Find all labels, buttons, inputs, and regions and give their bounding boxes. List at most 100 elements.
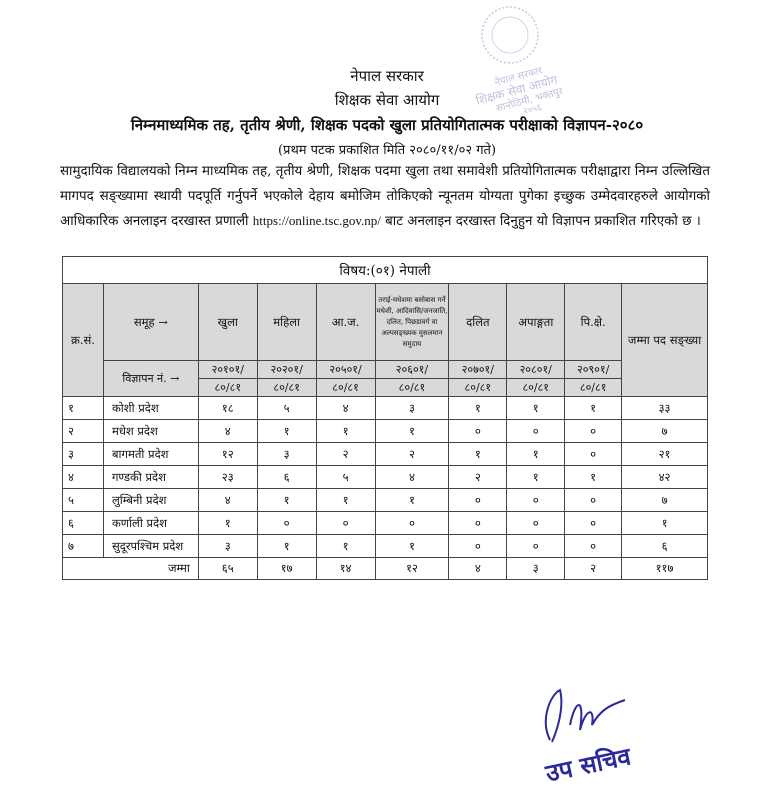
ad-year: ८०/८१ [315, 378, 376, 397]
province-name: मधेश प्रदेश [102, 419, 199, 443]
table-row: ६ कर्णाली प्रदेश १ ० ० ० ० ० ० १ [62, 511, 708, 535]
col-header: अपाङ्गता [506, 283, 566, 361]
col-header: दलित [448, 283, 508, 361]
application-url[interactable]: https://online.tsc.gov.np/ [252, 213, 381, 228]
ad-year: ८०/८१ [506, 378, 566, 397]
col-header: तराई-मधेशमा बसोबास गर्ने मधेशी, आदिवासि/… [374, 283, 450, 361]
column-total: ६५ [197, 557, 258, 580]
paragraph-text-end: बाट अनलाइन दरखास्त दिनुहुन यो विज्ञापन प… [385, 214, 701, 229]
post-count: २ [315, 442, 376, 466]
ad-year: ८०/८१ [564, 378, 623, 397]
post-count: १ [256, 419, 317, 443]
post-count: ० [564, 511, 623, 535]
serial-number: ६ [62, 511, 104, 535]
government-heading: नेपाल सरकार [350, 67, 424, 85]
ad-number: २०५०१/ [315, 360, 376, 379]
post-count: १ [448, 442, 508, 466]
post-count: १२ [197, 442, 258, 466]
row-total: ७ [621, 419, 708, 443]
post-count: १ [315, 534, 376, 558]
province-name: सुदूरपश्चिम प्रदेश [102, 534, 199, 558]
totals-row: जम्मा ६५ १७ १४ १२ ४ ३ २ ११७ [62, 557, 708, 580]
post-count: १ [315, 419, 376, 443]
table-row: ५ लुम्बिनी प्रदेश ४ १ १ १ ० ० ० ७ [62, 488, 708, 512]
table-row: ३ बागमती प्रदेश १२ ३ २ २ १ १ ० २१ [62, 442, 708, 466]
post-count: ० [448, 511, 508, 535]
province-name: बागमती प्रदेश [102, 442, 199, 466]
svg-text:२०५६: २०५६ [522, 103, 543, 115]
ad-number: २०६०१/ [374, 360, 450, 379]
post-count: ४ [315, 396, 376, 420]
column-total: १४ [315, 557, 376, 580]
post-count: १ [506, 396, 566, 420]
post-count: ० [564, 534, 623, 558]
post-count: ० [448, 534, 508, 558]
ad-year: ८०/८१ [197, 378, 258, 397]
post-count: १ [564, 465, 623, 489]
total-posts-header: जम्मा पद सङ्ख्या [621, 283, 708, 397]
ad-number: २०८०१/ [506, 360, 566, 379]
row-total: ७ [621, 488, 708, 512]
row-total: २१ [621, 442, 708, 466]
col-header: महिला [256, 283, 317, 361]
table-row: १ कोशी प्रदेश १८ ५ ४ ३ १ १ १ ३३ [62, 396, 708, 420]
post-count: १ [374, 419, 450, 443]
row-total: ४२ [621, 465, 708, 489]
post-count: ० [506, 419, 566, 443]
ad-number: २०१०१/ [197, 360, 258, 379]
row-total: ६ [621, 534, 708, 558]
post-count: ० [506, 511, 566, 535]
serial-number: २ [62, 419, 104, 443]
post-count: ० [315, 511, 376, 535]
province-name: कोशी प्रदेश [102, 396, 199, 420]
table-row: ७ सुदूरपश्चिम प्रदेश ३ १ १ १ ० ० ० ६ [62, 534, 708, 558]
post-count: २ [448, 465, 508, 489]
post-count: १ [197, 511, 258, 535]
post-count: २३ [197, 465, 258, 489]
province-name: कर्णाली प्रदेश [102, 511, 199, 535]
post-count: ० [448, 488, 508, 512]
subject-title: विषय:(०१) नेपाली [62, 256, 708, 284]
post-count: ० [564, 442, 623, 466]
post-count: १ [448, 396, 508, 420]
commission-heading: शिक्षक सेवा आयोग [334, 91, 440, 109]
serial-number: ५ [62, 488, 104, 512]
col-header: आ.ज. [315, 283, 376, 361]
signature [544, 688, 626, 743]
post-count: १ [315, 488, 376, 512]
group-header: समूह → [102, 283, 199, 361]
post-count: १ [506, 442, 566, 466]
post-count: ० [448, 419, 508, 443]
serial-number: ४ [62, 465, 104, 489]
notice-title: निम्नमाध्यमिक तह, तृतीय श्रेणी, शिक्षक प… [130, 116, 644, 134]
column-total: ३ [506, 557, 566, 580]
post-count: १ [374, 488, 450, 512]
totals-label: जम्मा [62, 557, 199, 580]
post-count: ६ [256, 465, 317, 489]
paragraph-text: सामुदायिक विद्यालयको निम्न माध्यमिक तह, … [60, 164, 710, 229]
post-count: ५ [256, 396, 317, 420]
notice-paragraph: सामुदायिक विद्यालयको निम्न माध्यमिक तह, … [60, 160, 710, 235]
serial-header: क्र.सं. [62, 283, 104, 397]
col-header: पि.क्षे. [564, 283, 623, 361]
post-count: ० [256, 511, 317, 535]
post-count: ४ [374, 465, 450, 489]
province-name: गण्डकी प्रदेश [102, 465, 199, 489]
ad-year: ८०/८१ [448, 378, 508, 397]
table-row: २ मधेश प्रदेश ४ १ १ १ ० ० ० ७ [62, 419, 708, 443]
grand-total: ११७ [621, 557, 708, 580]
post-count: ४ [197, 419, 258, 443]
ad-number: २०२०१/ [256, 360, 317, 379]
post-count: ० [506, 488, 566, 512]
post-count: १८ [197, 396, 258, 420]
row-total: १ [621, 511, 708, 535]
ad-year: ८०/८१ [374, 378, 450, 397]
post-count: ० [564, 488, 623, 512]
column-total: ४ [448, 557, 508, 580]
serial-number: १ [62, 396, 104, 420]
ad-number: २०७०१/ [448, 360, 508, 379]
col-header: खुला [197, 283, 258, 361]
post-count: ३ [256, 442, 317, 466]
post-count: ० [564, 419, 623, 443]
province-name: लुम्बिनी प्रदेश [102, 488, 199, 512]
